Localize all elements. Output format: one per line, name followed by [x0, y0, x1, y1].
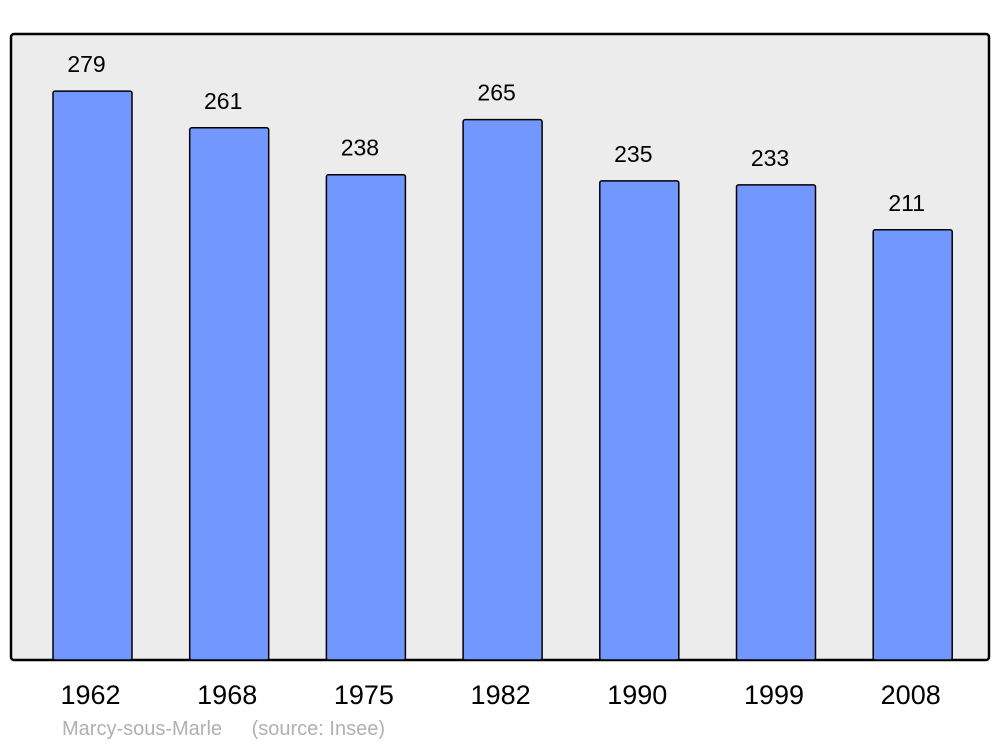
data-label-1990: 235: [614, 141, 652, 167]
data-label-2008: 211: [888, 190, 925, 216]
footer: Marcy-sous-Marle (source: Insee): [62, 718, 409, 741]
x-tick-label-1962: 1962: [60, 680, 120, 710]
x-tick-label-1968: 1968: [197, 680, 257, 710]
bar-1962: [52, 90, 133, 661]
data-label-1982: 265: [477, 80, 515, 106]
bar-1999: [735, 184, 817, 661]
data-label-1962: 279: [67, 51, 105, 77]
x-tick-label-2008: 2008: [881, 680, 941, 710]
bar-2008: [872, 229, 953, 661]
x-tick-label-1982: 1982: [471, 680, 531, 710]
data-label-1968: 261: [204, 88, 242, 114]
bar-1968: [188, 127, 270, 661]
footer-source: (source: Insee): [251, 718, 385, 740]
x-tick-label-1999: 1999: [744, 680, 804, 710]
bar-1975: [325, 173, 407, 661]
x-tick-label-1975: 1975: [334, 680, 394, 710]
data-label-1999: 233: [751, 145, 789, 171]
bar-1982: [462, 118, 543, 661]
x-tick-label-1990: 1990: [607, 680, 667, 710]
data-label-1975: 238: [341, 135, 379, 161]
bar-1990: [599, 180, 680, 661]
footer-place: Marcy-sous-Marle: [62, 718, 223, 740]
